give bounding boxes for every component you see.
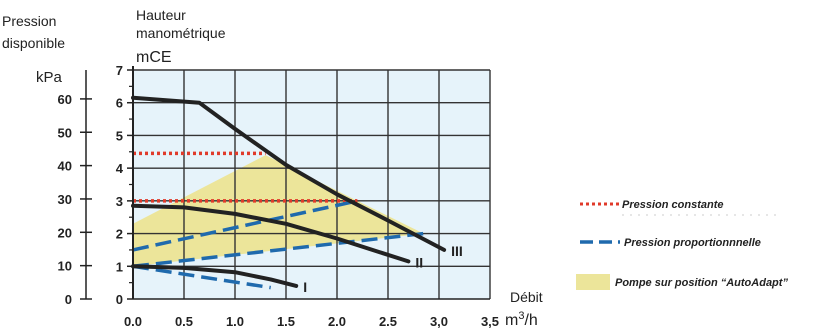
left-axis-unit: kPa — [36, 69, 63, 86]
autoadapt-area-layer — [133, 155, 424, 267]
x-tick-layer: 0.0 0.5 1.0 1.5 2.0 2.5 3,0 3,5 — [124, 314, 499, 329]
legend-constant-label: Pression constante — [622, 199, 723, 211]
x-axis-unit: m3/h — [505, 310, 538, 329]
x-axis-title: Débit — [510, 289, 543, 305]
legend-autoadapt-label: Pompe sur position “AutoAdapt” — [615, 277, 788, 289]
legend-autoadapt-symbol — [576, 274, 610, 290]
kpa-tick-label: 40 — [58, 159, 72, 174]
pump-curve-label: II — [415, 254, 423, 270]
left-axis-title-line1: Pression — [2, 13, 56, 29]
pump-curve-label: I — [303, 279, 307, 295]
grid-layer — [133, 69, 491, 299]
kpa-tick-label: 10 — [58, 259, 72, 274]
kpa-tick-label: 60 — [58, 92, 72, 107]
x-tick-label: 0.0 — [124, 314, 142, 329]
mce-tick-label: 6 — [116, 96, 123, 111]
kpa-tick-label: 20 — [58, 225, 72, 240]
mid-axis-unit: mCE — [136, 49, 172, 66]
autoadapt-area — [133, 155, 424, 267]
mid-axis-title: Hauteur manométrique — [136, 7, 226, 41]
left-axis-title-line2: disponible — [2, 35, 65, 51]
x-tick-label: 2.5 — [379, 314, 397, 329]
left-axis-title: Pression disponible — [2, 13, 65, 51]
x-tick-label: 1.0 — [226, 314, 244, 329]
proportional-pressure-layer — [132, 199, 424, 290]
x-tick-label: 1.5 — [277, 314, 295, 329]
proportional-pressure-line — [132, 264, 271, 290]
proportional-pressure-line — [132, 199, 358, 252]
proportional-pressure-line — [132, 231, 424, 269]
pump-curve-ii — [131, 203, 411, 264]
legend: Pression constante Pression proportionnn… — [576, 199, 788, 290]
kpa-tick-label: 50 — [58, 125, 72, 140]
mce-tick-label: 5 — [116, 128, 123, 143]
constant-pressure-layer — [133, 151, 358, 203]
x-tick-label: 0.5 — [175, 314, 193, 329]
x-tick-label: 2.0 — [328, 314, 346, 329]
kpa-tick-label: 0 — [65, 292, 72, 307]
kpa-tick-label: 30 — [58, 192, 72, 207]
mce-tick-label: 0 — [116, 292, 123, 307]
pump-curve-label: III — [451, 243, 463, 259]
legend-proportional-label: Pression proportionnnelle — [624, 237, 761, 249]
mid-axis-title-line2: manométrique — [136, 25, 226, 41]
mce-tick-label: 2 — [116, 227, 123, 242]
mce-tick-label: 3 — [116, 194, 123, 209]
mce-tick-label: 7 — [116, 63, 123, 78]
kpa-tick-layer: 0 10 20 30 40 50 60 — [58, 92, 92, 307]
x-tick-label: 3,5 — [481, 314, 499, 329]
mce-tick-label: 1 — [116, 259, 123, 274]
pump-curve-iii — [131, 95, 447, 252]
mid-axis-title-line1: Hauteur — [136, 7, 186, 23]
pump-curve-i — [131, 264, 299, 288]
pump-curve-layer — [131, 95, 447, 288]
x-tick-label: 3,0 — [430, 314, 448, 329]
mce-tick-layer: 0 1 2 3 4 5 6 7 — [116, 63, 133, 307]
mce-tick-label: 4 — [116, 161, 124, 176]
